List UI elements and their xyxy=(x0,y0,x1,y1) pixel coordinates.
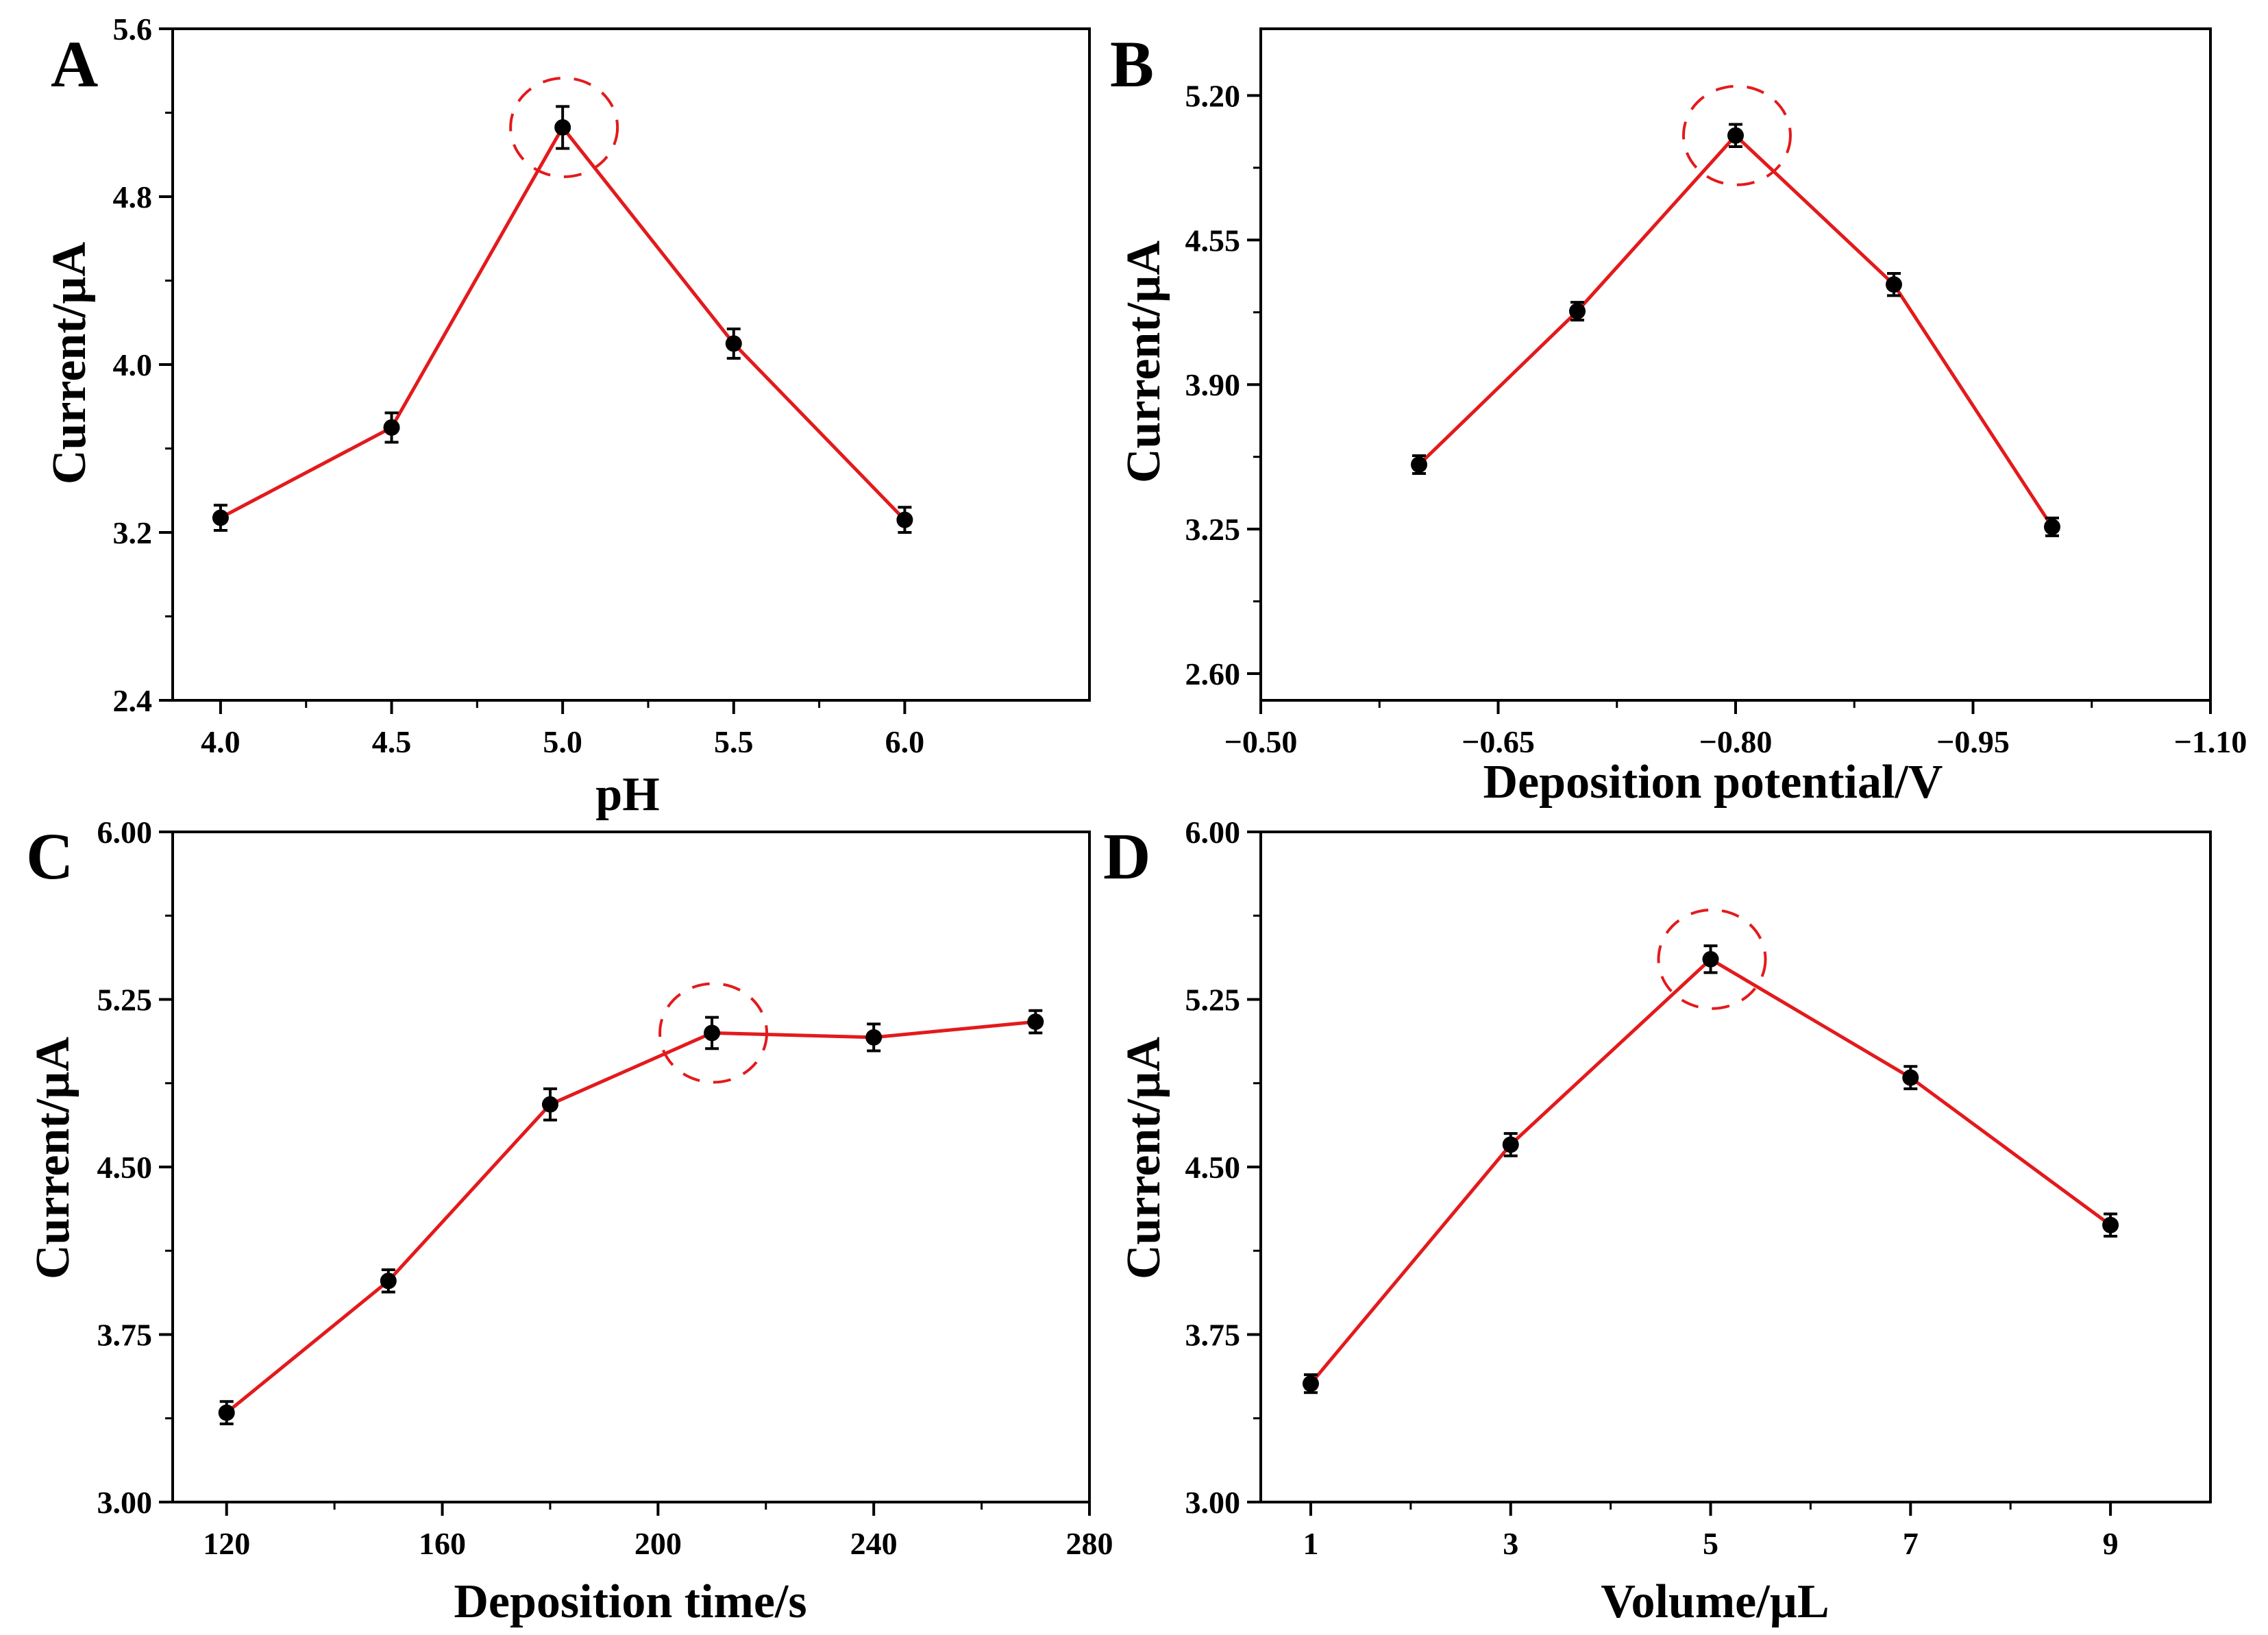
panel-d-frame xyxy=(1259,831,2212,1503)
panel-c-y-tick-label: 3.00 xyxy=(97,1485,153,1520)
panel-b-y-tick-label: 2.60 xyxy=(1185,656,1241,691)
panel-a-ylabel: Current/µA xyxy=(43,242,96,484)
panel-c-y-tick-label: 6.00 xyxy=(97,815,153,850)
panel-c-series-line xyxy=(225,1020,1036,1414)
panel-c-x-tick-label: 120 xyxy=(203,1526,250,1561)
panel-c-x-tick-label: 160 xyxy=(419,1526,466,1561)
panel-c-data-point xyxy=(1027,1013,1044,1031)
panel-c-data-point xyxy=(380,1273,397,1290)
panel-c-frame xyxy=(171,831,1091,1503)
panel-d-optimum-highlight xyxy=(1657,908,1767,1010)
panel-b-letter: B xyxy=(1110,27,1154,101)
panel-a-x-tick-label: 4.5 xyxy=(372,724,412,759)
panel-a-data-point xyxy=(725,335,742,352)
panel-b-data-point xyxy=(1886,276,1902,293)
panel-d-x-tick-label: 5 xyxy=(1703,1526,1718,1561)
panel-d-series-line xyxy=(1309,957,2112,1385)
panel-c-y-tick-label: 3.75 xyxy=(97,1318,153,1353)
panel-b: B Current/µA Deposition potential/V −0.5… xyxy=(1110,27,2247,809)
panel-d-data-point xyxy=(2102,1216,2119,1233)
panel-b-y-tick-label: 4.55 xyxy=(1185,223,1241,258)
panel-c-x-tick-label: 200 xyxy=(634,1526,682,1561)
panel-b-y-tick-label: 5.20 xyxy=(1185,78,1241,113)
panel-b-y-tick-label: 3.25 xyxy=(1185,512,1241,547)
panel-d-xlabel: Volume/µL xyxy=(1601,1575,1829,1628)
panel-d-ylabel: Current/µA xyxy=(1118,1037,1170,1279)
panel-b-data-point xyxy=(1411,456,1427,474)
panel-c-letter: C xyxy=(26,820,73,893)
panel-d-y-tick-label: 4.50 xyxy=(1185,1150,1241,1185)
panel-d-x-tick-label: 1 xyxy=(1303,1526,1318,1561)
panel-b-data-point xyxy=(1569,303,1586,320)
panel-b-xlabel: Deposition potential/V xyxy=(1483,756,1943,809)
panel-a-letter: A xyxy=(51,27,98,101)
panel-b-x-tick-label: −0.95 xyxy=(1936,724,2010,759)
panel-b-optimum-highlight xyxy=(1682,84,1792,186)
panel-b-data-point xyxy=(1727,127,1744,144)
panel-b-x-tick-label: −0.65 xyxy=(1462,724,1535,759)
panel-c-x-tick-label: 280 xyxy=(1066,1526,1113,1561)
panel-d-x-tick-label: 7 xyxy=(1903,1526,1919,1561)
panel-c-data-point xyxy=(865,1029,883,1046)
panel-c-y-tick-label: 5.25 xyxy=(97,983,153,1018)
panel-d-data-point xyxy=(1702,950,1719,968)
panel-d-x-tick-label: 9 xyxy=(2103,1526,2119,1561)
panel-a-optimum-highlight xyxy=(509,76,619,178)
panel-d-y-tick-label: 5.25 xyxy=(1185,983,1241,1018)
panel-a-data-point xyxy=(383,419,400,436)
panel-a-data-point xyxy=(212,509,229,526)
panel-b-x-tick-label: −1.10 xyxy=(2174,724,2247,759)
panel-d-letter: D xyxy=(1103,820,1150,893)
panel-a-series-line xyxy=(219,124,907,521)
panel-a-x-tick-label: 5.5 xyxy=(714,724,754,759)
panel-c-ylabel: Current/µA xyxy=(27,1037,79,1279)
panel-a-y-tick-label: 4.8 xyxy=(113,180,153,214)
panel-b-data-point xyxy=(2044,518,2060,535)
panel-b-series-line xyxy=(1418,133,2054,528)
panel-d-y-tick-label: 6.00 xyxy=(1185,815,1241,850)
panel-d-x-tick-label: 3 xyxy=(1503,1526,1518,1561)
panel-a-y-tick-label: 4.0 xyxy=(113,347,153,382)
panel-b-x-tick-label: −0.50 xyxy=(1224,724,1298,759)
panel-c-x-tick-label: 240 xyxy=(850,1526,898,1561)
panel-b-x-tick-label: −0.80 xyxy=(1699,724,1773,759)
panel-b-ylabel: Current/µA xyxy=(1118,241,1170,483)
panel-b-y-tick-label: 3.90 xyxy=(1185,367,1241,402)
panel-a-data-point xyxy=(896,511,913,528)
panel-a-y-tick-label: 3.2 xyxy=(113,515,153,550)
panel-d-y-tick-label: 3.75 xyxy=(1185,1318,1241,1353)
panel-d-data-point xyxy=(1302,1375,1319,1392)
panel-c-y-tick-label: 4.50 xyxy=(97,1150,153,1185)
panel-a-x-tick-label: 5.0 xyxy=(543,724,582,759)
panel-c-optimum-highlight xyxy=(658,982,769,1084)
panel-d-y-tick-label: 3.00 xyxy=(1185,1485,1241,1520)
panel-d: D Current/µA Volume/µL 1 3 5 7 9 3.00 3.75 4.50… xyxy=(1103,815,2212,1628)
panel-c-data-point xyxy=(541,1096,558,1113)
panel-a: A Current/µA pH 4.0 4.5 5.0 5.5 6.0 2.4 3.2 4.0… xyxy=(43,12,1091,821)
panel-c-data-point xyxy=(218,1404,235,1421)
panel-a-y-tick-label: 5.6 xyxy=(113,12,153,47)
panel-c: C Current/µA Deposition time/s 120 160 200… xyxy=(26,815,1113,1628)
panel-d-data-point xyxy=(1902,1069,1919,1086)
panel-d-data-point xyxy=(1502,1136,1519,1153)
panel-a-x-tick-label: 6.0 xyxy=(885,724,925,759)
panel-a-data-point xyxy=(554,119,571,136)
panel-a-xlabel: pH xyxy=(595,768,659,821)
panel-a-x-tick-label: 4.0 xyxy=(201,724,241,759)
panel-a-y-tick-label: 2.4 xyxy=(113,683,153,718)
panel-c-xlabel: Deposition time/s xyxy=(454,1575,806,1628)
panel-c-data-point xyxy=(704,1024,721,1042)
panel-a-frame xyxy=(171,27,1091,702)
